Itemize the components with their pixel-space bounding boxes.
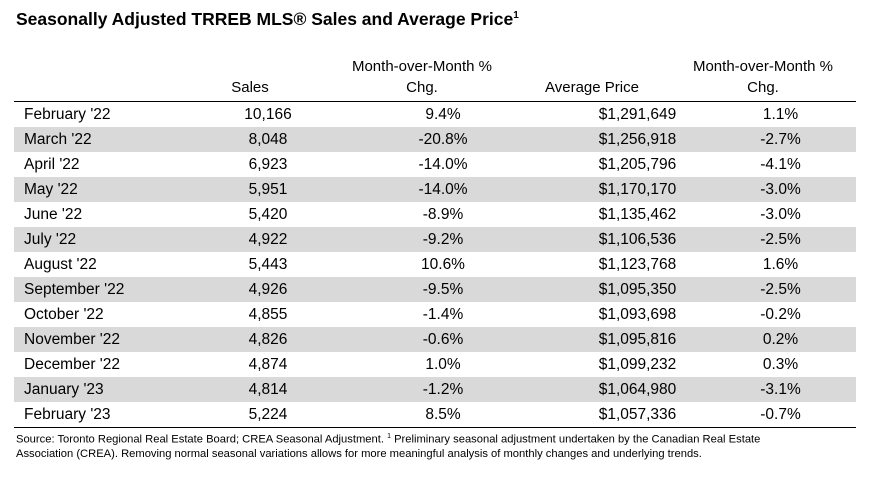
table-row: February '22 10,166 9.4% $1,291,649 1.1% (14, 102, 856, 128)
cell-month: July '22 (14, 227, 220, 252)
cell-sales-chg: 8.5% (425, 406, 461, 423)
cell-month: February '22 (24, 106, 111, 123)
cell-month: May '22 (14, 177, 220, 202)
header-mom-sales-line1: Month-over-Month % (351, 58, 493, 75)
cell-price-chg: -2.7% (705, 127, 856, 152)
cell-price-chg: -3.1% (705, 377, 856, 402)
title-footnote-marker: 1 (513, 10, 519, 22)
cell-average-price: $1,291,649 (598, 106, 677, 123)
cell-sales: 4,814 (220, 377, 316, 402)
header-mom-sales-line2: Chg. (406, 79, 438, 96)
cell-price-chg: -2.5% (705, 227, 856, 252)
cell-sales: 5,951 (220, 177, 316, 202)
table-row: July '22 4,922 -9.2% $1,106,536 -2.5% (14, 227, 856, 252)
cell-average-price: $1,093,698 (598, 306, 677, 323)
cell-sales-chg: 10.6% (421, 256, 465, 273)
table-row: May '22 5,951 -14.0% $1,170,170 -3.0% (14, 177, 856, 202)
footnote: Source: Toronto Regional Real Estate Boa… (16, 430, 866, 461)
cell-month: September '22 (14, 277, 220, 302)
table-row: January '23 4,814 -1.2% $1,064,980 -3.1% (14, 377, 856, 402)
cell-sales: 4,874 (248, 356, 288, 373)
cell-sales: 5,443 (248, 256, 288, 273)
footnote-source: Source: Toronto Regional Real Estate Boa… (16, 433, 388, 446)
cell-price-chg: 0.3% (762, 356, 799, 373)
table-row: February '23 5,224 8.5% $1,057,336 -0.7% (14, 402, 856, 428)
cell-average-price: $1,135,462 (598, 206, 677, 223)
sales-price-table: February '22 10,166 9.4% $1,291,649 1.1% Marc… (14, 101, 856, 428)
cell-month: February '23 (24, 406, 111, 423)
cell-sales: 10,166 (244, 106, 292, 123)
cell-month: August '22 (24, 256, 97, 273)
header-average-price: Average Price (545, 79, 639, 96)
table-row: April '22 6,923 -14.0% $1,205,796 -4.1% (14, 152, 856, 177)
cell-month: October '22 (24, 306, 104, 323)
cell-sales-chg: -1.4% (422, 306, 464, 323)
cell-month: April '22 (24, 156, 80, 173)
cell-price-chg: -0.2% (760, 306, 801, 323)
table-row: December '22 4,874 1.0% $1,099,232 0.3% (14, 352, 856, 377)
header-mom-price-line2: Chg. (747, 79, 779, 96)
footnote-line2: Association (CREA). Removing normal seas… (16, 447, 702, 460)
table-row: November '22 4,826 -0.6% $1,095,816 0.2% (14, 327, 856, 352)
cell-sales: 5,224 (248, 406, 288, 423)
cell-month: June '22 (24, 206, 83, 223)
cell-price-chg: -0.7% (760, 406, 801, 423)
cell-average-price: $1,123,768 (598, 256, 677, 273)
cell-month: December '22 (24, 356, 121, 373)
table-title-text: Seasonally Adjusted TRREB MLS® Sales and… (16, 9, 514, 29)
cell-sales: 4,926 (220, 277, 316, 302)
table-body: February '22 10,166 9.4% $1,291,649 1.1% Marc… (14, 102, 856, 428)
cell-sales: 4,855 (248, 306, 288, 323)
cell-sales-chg: -1.2% (316, 377, 570, 402)
table-title: Seasonally Adjusted TRREB MLS® Sales and… (16, 9, 519, 30)
table-row: October '22 4,855 -1.4% $1,093,698 -0.2% (14, 302, 856, 327)
cell-price-chg: -2.5% (705, 277, 856, 302)
cell-average-price: $1,095,816 (570, 327, 705, 352)
cell-sales-chg: -14.0% (316, 177, 570, 202)
footnote-marker: 1 (387, 433, 391, 440)
cell-sales: 4,826 (220, 327, 316, 352)
cell-average-price: $1,057,336 (598, 406, 677, 423)
cell-price-chg: -3.0% (760, 206, 801, 223)
cell-sales-chg: -20.8% (316, 127, 570, 152)
cell-sales-chg: 9.4% (425, 106, 461, 123)
cell-average-price: $1,205,796 (598, 156, 677, 173)
cell-average-price: $1,095,350 (570, 277, 705, 302)
cell-average-price: $1,170,170 (570, 177, 705, 202)
cell-price-chg: 1.1% (762, 106, 799, 123)
cell-sales-chg: -14.0% (418, 156, 468, 173)
cell-average-price: $1,256,918 (570, 127, 705, 152)
cell-average-price: $1,106,536 (570, 227, 705, 252)
cell-month: March '22 (14, 127, 220, 152)
cell-sales-chg: -9.5% (316, 277, 570, 302)
cell-sales: 5,420 (248, 206, 288, 223)
table-row: March '22 8,048 -20.8% $1,256,918 -2.7% (14, 127, 856, 152)
cell-sales: 8,048 (220, 127, 316, 152)
cell-sales-chg: -8.9% (422, 206, 464, 223)
header-sales: Sales (231, 79, 269, 96)
footnote-line1: Source: Toronto Regional Real Estate Boa… (16, 430, 866, 447)
cell-sales-chg: 1.0% (425, 356, 461, 373)
cell-average-price: $1,099,232 (598, 356, 677, 373)
cell-price-chg: -3.0% (705, 177, 856, 202)
cell-sales: 6,923 (248, 156, 288, 173)
cell-month: January '23 (14, 377, 220, 402)
cell-sales: 4,922 (220, 227, 316, 252)
cell-price-chg: 1.6% (762, 256, 799, 273)
cell-average-price: $1,064,980 (570, 377, 705, 402)
cell-price-chg: 0.2% (705, 327, 856, 352)
table-row: August '22 5,443 10.6% $1,123,768 1.6% (14, 252, 856, 277)
table-row: June '22 5,420 -8.9% $1,135,462 -3.0% (14, 202, 856, 227)
header-mom-price-line1: Month-over-Month % (692, 58, 834, 75)
cell-month: November '22 (14, 327, 220, 352)
cell-sales-chg: -9.2% (316, 227, 570, 252)
footnote-preliminary: Preliminary seasonal adjustment undertak… (390, 433, 761, 446)
table-row: September '22 4,926 -9.5% $1,095,350 -2.5% (14, 277, 856, 302)
cell-price-chg: -4.1% (760, 156, 801, 173)
cell-sales-chg: -0.6% (316, 327, 570, 352)
